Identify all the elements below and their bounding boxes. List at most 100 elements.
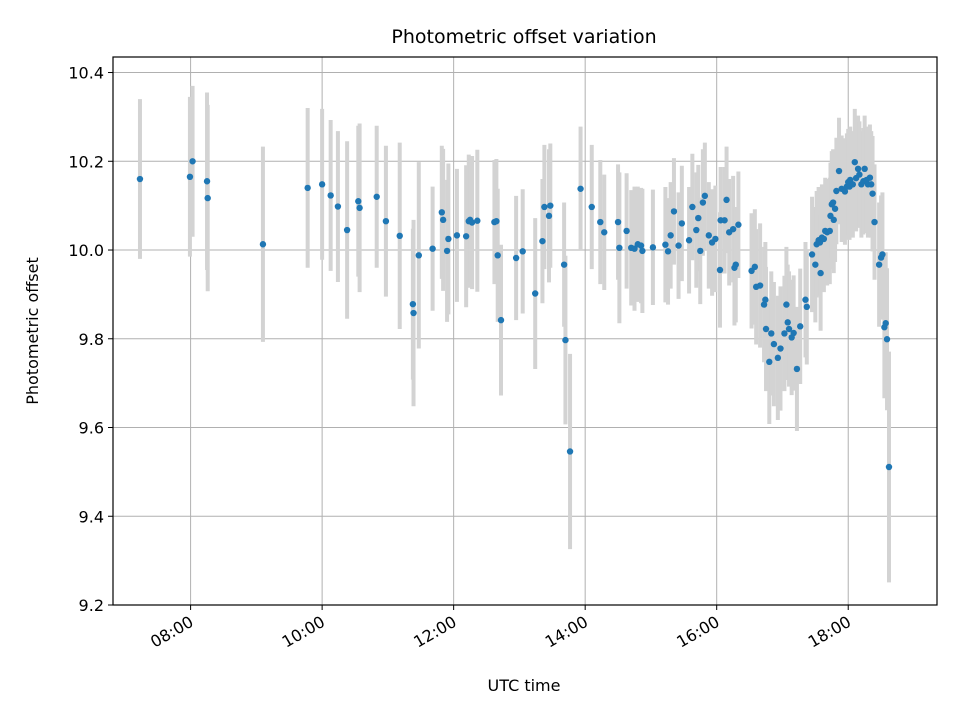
data-point	[445, 235, 452, 243]
data-point	[531, 290, 539, 297]
data-point	[831, 205, 839, 212]
data-point	[770, 340, 778, 348]
data-point	[678, 220, 686, 227]
data-point	[639, 247, 646, 255]
data-point	[259, 241, 267, 248]
data-point	[631, 245, 638, 252]
data-point	[186, 173, 194, 181]
plot-frame	[112, 56, 938, 606]
y-tick-label: 10.4	[68, 64, 104, 83]
data-point	[689, 203, 696, 211]
data-point	[869, 190, 876, 197]
data-point	[373, 193, 380, 200]
data-point	[468, 219, 476, 226]
chart-title: Photometric offset variation	[391, 26, 656, 48]
data-point	[879, 251, 886, 258]
data-point	[774, 354, 782, 362]
data-point	[790, 329, 797, 337]
data-point	[588, 203, 595, 211]
data-point	[756, 282, 764, 289]
data-point	[854, 165, 862, 173]
data-point	[189, 158, 196, 165]
data-point	[667, 232, 674, 239]
data-point	[883, 336, 891, 343]
data-point	[712, 235, 719, 243]
data-point	[204, 194, 211, 202]
data-point	[697, 247, 704, 255]
data-point	[716, 266, 724, 274]
data-point	[318, 181, 326, 188]
data-point	[723, 196, 730, 204]
data-point	[497, 316, 505, 324]
y-tick-label: 10.2	[68, 152, 104, 171]
y-axis: 9.2 9.4 9.6 9.8 10.0 10.2 10.4	[68, 64, 113, 615]
data-point	[462, 233, 470, 240]
data-point	[539, 237, 546, 245]
data-point	[410, 309, 417, 317]
data-point	[797, 323, 804, 330]
y-axis-title: Photometric offset	[23, 257, 42, 405]
data-point	[762, 325, 770, 333]
data-point	[781, 330, 788, 337]
data-point	[382, 217, 390, 225]
data-point	[861, 165, 868, 173]
data-point	[519, 248, 526, 255]
data-point	[695, 214, 702, 222]
data-point	[356, 204, 363, 212]
data-point	[701, 192, 709, 200]
data-point	[438, 209, 446, 216]
data-point	[429, 245, 436, 252]
data-point	[802, 296, 809, 303]
data-point	[203, 178, 211, 185]
data-point	[793, 365, 801, 373]
data-point	[868, 181, 875, 188]
data-point	[396, 232, 403, 240]
data-point	[875, 261, 883, 268]
data-point	[766, 358, 773, 366]
data-point	[751, 263, 759, 271]
data-point	[545, 212, 553, 220]
data-point	[415, 252, 422, 259]
data-point	[541, 203, 548, 211]
data-point	[616, 244, 623, 252]
data-point	[409, 300, 417, 308]
data-point	[577, 185, 584, 192]
data-point	[826, 227, 834, 235]
data-point	[784, 319, 791, 326]
data-point	[675, 242, 682, 249]
y-tick-label: 9.6	[79, 419, 104, 438]
y-tick-label: 9.8	[79, 330, 104, 349]
data-point	[721, 217, 728, 224]
data-point	[833, 187, 840, 195]
data-point	[334, 203, 342, 210]
y-tick-label: 9.2	[79, 596, 104, 615]
data-point	[803, 303, 810, 311]
data-point	[835, 167, 843, 175]
data-point	[871, 218, 878, 226]
data-point	[662, 241, 669, 248]
data-point	[614, 218, 622, 226]
data-point	[637, 242, 645, 249]
y-tick-label: 9.4	[79, 507, 104, 526]
data-point	[474, 217, 481, 224]
data-point	[670, 208, 678, 215]
data-points	[136, 158, 893, 471]
data-point	[136, 175, 144, 183]
data-point	[623, 227, 630, 235]
data-point	[649, 244, 657, 251]
data-point	[882, 320, 889, 327]
data-point	[830, 216, 837, 224]
data-point	[885, 463, 893, 471]
data-point	[560, 261, 568, 268]
data-point	[327, 192, 334, 199]
data-point	[494, 252, 501, 259]
data-point	[851, 158, 858, 166]
data-point	[601, 229, 608, 236]
data-point	[856, 171, 863, 178]
data-point	[566, 448, 574, 455]
data-point	[808, 251, 816, 258]
data-point	[732, 261, 739, 268]
data-point	[849, 181, 857, 188]
